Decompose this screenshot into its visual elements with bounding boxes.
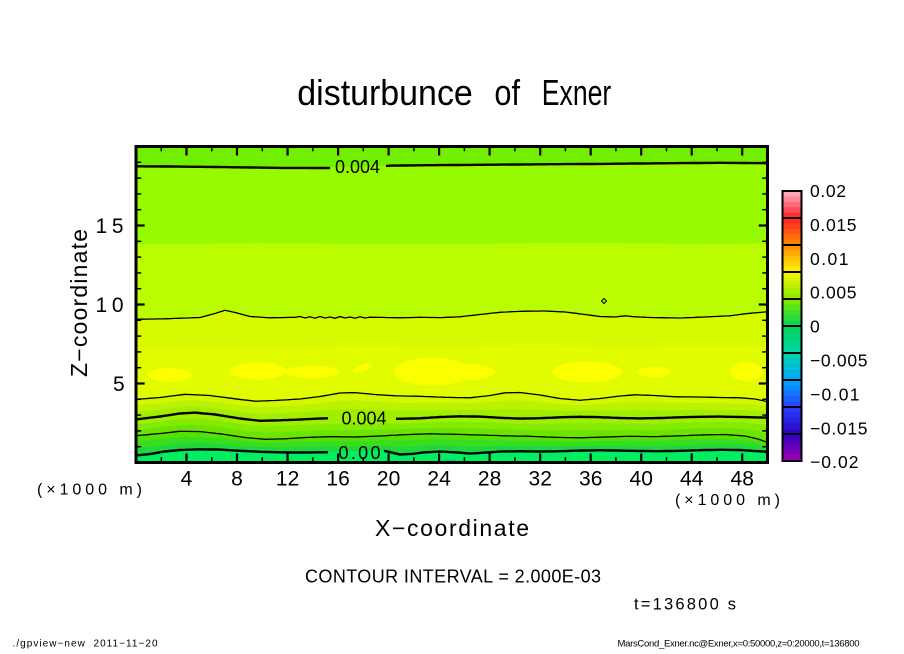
svg-text:44: 44 [680, 468, 704, 491]
svg-text:12: 12 [276, 468, 299, 491]
svg-text:20: 20 [377, 468, 400, 491]
svg-text:0.015: 0.015 [810, 215, 857, 235]
svg-text:0.01: 0.01 [810, 249, 849, 269]
svg-text:./gpview−new 2011−11−20: ./gpview−new 2011−11−20 [13, 639, 158, 650]
svg-text:X−coordinate: X−coordinate [375, 515, 529, 541]
svg-text:0.004: 0.004 [341, 409, 386, 429]
svg-text:CONTOUR INTERVAL = 2.000E-03: CONTOUR INTERVAL = 2.000E-03 [305, 567, 601, 587]
svg-text:0.00: 0.00 [339, 443, 381, 463]
svg-text:0: 0 [810, 317, 820, 337]
svg-text:28: 28 [478, 468, 501, 491]
svg-text:−0.005: −0.005 [810, 351, 868, 371]
svg-text:16: 16 [326, 468, 349, 491]
svg-text:8: 8 [231, 468, 243, 491]
svg-text:24: 24 [427, 468, 451, 491]
svg-text:−0.015: −0.015 [810, 418, 868, 438]
svg-text:32: 32 [529, 468, 552, 491]
svg-text:of: of [494, 72, 520, 113]
svg-text:disturbunce: disturbunce [297, 72, 473, 113]
svg-text:(×1000 m): (×1000 m) [675, 492, 780, 509]
svg-text:5: 5 [113, 373, 125, 396]
svg-text:4: 4 [181, 468, 193, 491]
svg-text:48: 48 [731, 468, 754, 491]
svg-text:Exner: Exner [542, 72, 612, 113]
svg-text:40: 40 [630, 468, 653, 491]
svg-text:0.02: 0.02 [810, 181, 846, 201]
svg-text:(×1000 m): (×1000 m) [37, 482, 142, 499]
svg-text:Z−coordinate: Z−coordinate [66, 229, 92, 377]
svg-text:−0.02: −0.02 [810, 452, 859, 472]
svg-text:0.005: 0.005 [810, 283, 857, 303]
svg-text:MarsCond_Exner.nc@Exner,x=0:50: MarsCond_Exner.nc@Exner,x=0:50000,z=0:20… [618, 639, 860, 650]
svg-text:36: 36 [579, 468, 602, 491]
svg-text:−0.01: −0.01 [810, 384, 860, 404]
svg-text:0.004: 0.004 [335, 157, 380, 177]
